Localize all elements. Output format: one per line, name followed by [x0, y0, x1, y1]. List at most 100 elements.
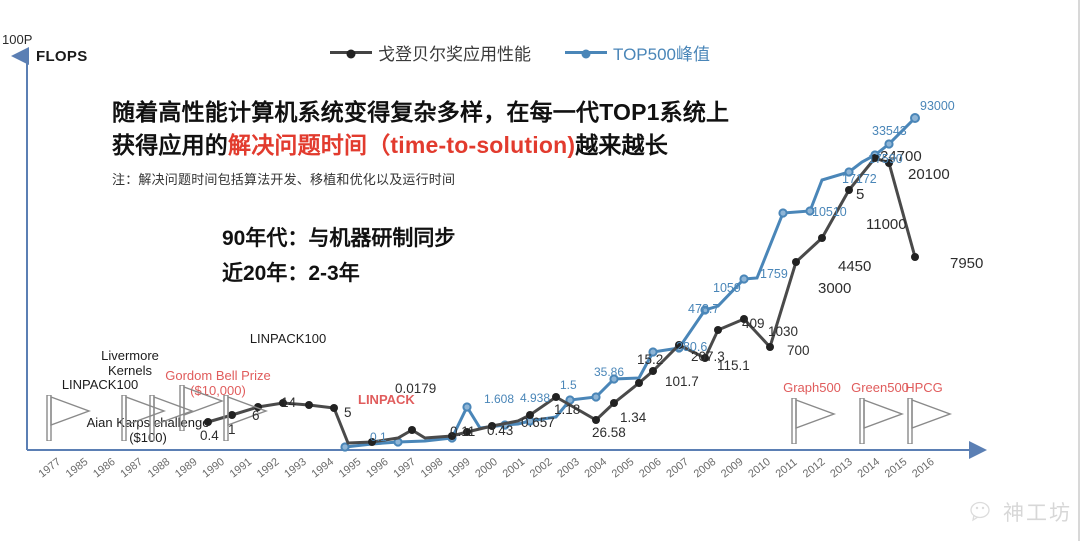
series-top500-line [344, 116, 917, 449]
y-axis-top-tick: 100P [2, 32, 33, 47]
x-axis-tick-labels: 1977 1985 1986 1987 1988 1989 1990 1991 1992 1993… [36, 456, 936, 481]
x-tick-2008: 2008 [692, 456, 719, 481]
x-tick-2012: 2012 [801, 456, 828, 481]
data-label-gordonbell-4: 5 [344, 405, 352, 420]
data-label-gordonbell-25: 5 [856, 186, 865, 203]
data-label-top500-13: 93000 [920, 99, 955, 113]
data-label-gordonbell-13: 101.7 [665, 374, 699, 389]
x-tick-1977: 1977 [36, 456, 63, 481]
x-tick-2009: 2009 [719, 456, 746, 481]
flag-green500 [858, 398, 906, 444]
headline-line-1: 随着高性能计算机系统变得复杂多样，在每一代TOP1系统上 [112, 99, 730, 125]
flag-caption-hpcg: HPCG [905, 380, 943, 395]
watermark: 神工坊 [970, 497, 1072, 527]
data-label-top500-9: 10510 [812, 205, 847, 219]
flag-hpcg [906, 398, 954, 444]
x-tick-2013: 2013 [828, 456, 855, 481]
data-label-gordonbell-2: 6 [252, 408, 260, 423]
headline-block: 随着高性能计算机系统变得复杂多样，在每一代TOP1系统上 获得应用的解决问题时间… [112, 96, 812, 188]
x-tick-2007: 2007 [664, 456, 691, 481]
data-label-top500-12: 33543 [872, 124, 907, 138]
data-label-top500-3: 1.5 [560, 378, 577, 392]
data-label-gordonbell-20: 4450 [838, 258, 872, 275]
summary-line-1: 90年代：与机器研制同步 [222, 227, 456, 250]
data-label-gordonbell-1: 1 [228, 422, 236, 437]
data-label-gordonbell-15: 115.1 [717, 358, 750, 373]
data-label-top500-7: 1059 [713, 281, 741, 295]
series-gordonbell-markers [204, 154, 919, 446]
data-label-gordonbell-10: 1.34 [620, 410, 647, 425]
legend-marker-black-line-dot [330, 51, 372, 54]
x-tick-2003: 2003 [555, 456, 582, 481]
data-label-gordonbell-23: 20100 [908, 166, 950, 183]
data-label-top500-10: 17172 [842, 172, 877, 186]
data-label-gordonbell-7: 0.43 [487, 423, 514, 438]
data-label-gordonbell-9: 1.18 [554, 402, 581, 417]
x-tick-1991: 1991 [228, 456, 255, 481]
chart-legend: 戈登贝尔奖应用性能 TOP500峰值 [330, 40, 710, 65]
x-tick-1985: 1985 [64, 456, 91, 481]
summary-line-2: 近20年：2-3年 [222, 261, 360, 285]
headline-line2-post: 越来越长 [575, 132, 669, 159]
flag-caption-linpack100-right: LINPACK100 [249, 331, 327, 346]
x-tick-2006: 2006 [637, 456, 664, 481]
x-tick-1998: 1998 [419, 456, 446, 481]
watermark-text: 神工坊 [1003, 501, 1072, 525]
headline-line2-highlight: 解决问题时间（time-to-solution) [228, 132, 576, 159]
x-tick-1988: 1988 [146, 456, 173, 481]
data-label-top500-6: 478.7 [688, 302, 720, 316]
flag-aian-karps-challenge [120, 395, 168, 441]
data-label-gordonbell-11: 26.58 [592, 425, 626, 440]
data-label-gordonbell-16: 409 [742, 316, 765, 331]
data-label-gordonbell-18: 700 [787, 343, 810, 358]
x-tick-2015: 2015 [883, 456, 910, 481]
x-tick-1989: 1989 [173, 456, 200, 481]
x-tick-2010: 2010 [746, 456, 773, 481]
flag-livermore-kernels [148, 395, 196, 441]
x-tick-2004: 2004 [582, 456, 609, 481]
data-label-gordonbell-24: 7950 [950, 255, 984, 272]
data-label-top500-0: 0.1 [370, 430, 387, 444]
data-label-gordonbell-21: 11000 [866, 216, 907, 233]
summary-block: 90年代：与机器研制同步 近20年：2-3年 [222, 222, 455, 291]
legend-label-gordonbell: 戈登贝尔奖应用性能 [378, 45, 531, 64]
x-tick-2014: 2014 [855, 456, 882, 481]
headline-line2-pre: 获得应用的 [112, 132, 228, 159]
data-label-gordonbell-5: 0.0179 [395, 381, 437, 396]
data-label-top500-11: 17590 [868, 152, 903, 166]
x-tick-1994: 1994 [309, 456, 336, 481]
data-label-top500-4: 35.86 [594, 365, 625, 379]
x-tick-2011: 2011 [774, 456, 800, 480]
y-axis-unit-label: FLOPS [36, 48, 88, 65]
x-tick-2016: 2016 [910, 456, 937, 481]
data-label-gordonbell-8: 0.657 [521, 415, 555, 430]
headline-note: 注：解决问题时间包括算法开发、移植和优化以及运行时间 [112, 171, 456, 187]
x-tick-1990: 1990 [200, 456, 227, 481]
x-tick-1995: 1995 [337, 456, 364, 481]
legend-label-top500: TOP500峰值 [613, 45, 711, 64]
x-tick-1996: 1996 [364, 456, 391, 481]
inline-label-linpack: LINPACK [358, 392, 415, 407]
x-tick-1993: 1993 [282, 456, 309, 481]
flag-graph500 [790, 398, 838, 444]
legend-marker-blue-line-dot [565, 51, 607, 54]
data-label-gordonbell-0: 0.4 [200, 428, 219, 443]
legend-item-gordonbell[interactable]: 戈登贝尔奖应用性能 [330, 40, 531, 65]
x-tick-2000: 2000 [473, 456, 500, 481]
wechat-icon [970, 501, 990, 522]
data-label-gordonbell-22: 24700 [880, 148, 922, 165]
data-label-gordonbell-17: 1030 [768, 324, 799, 339]
headline-line-2: 获得应用的解决问题时间（time-to-solution)越来越长 [112, 129, 812, 162]
flag-linpack100-right [222, 395, 270, 441]
flag-gordom-bell-prize [178, 385, 226, 431]
data-label-gordonbell-14: 207.3 [691, 349, 725, 364]
data-label-gordonbell-19: 3000 [818, 280, 852, 297]
flag-caption-livermore-kernels: Livermore Kernels [101, 348, 159, 378]
right-border-rule [1078, 0, 1080, 541]
data-label-gordonbell-12: 15.2 [637, 352, 664, 367]
x-tick-2001: 2001 [501, 456, 528, 481]
flag-caption-green500: Green500 [851, 380, 909, 395]
legend-item-top500[interactable]: TOP500峰值 [565, 40, 710, 65]
